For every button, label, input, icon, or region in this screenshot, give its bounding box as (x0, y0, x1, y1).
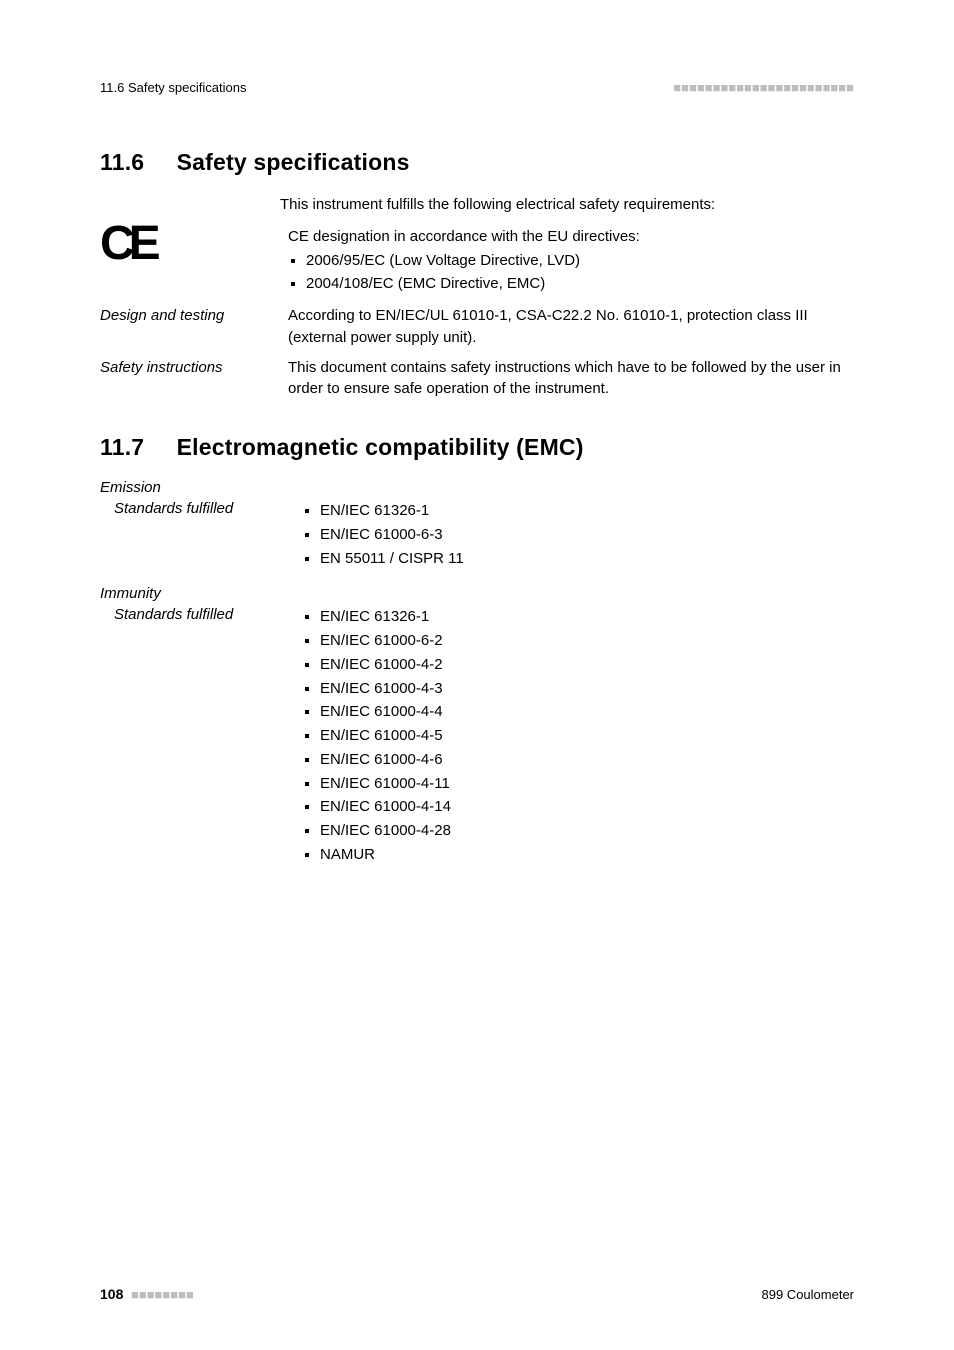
ce-row: CE CE designation in accordance with the… (100, 226, 854, 297)
section-11-6-heading-text: Safety specifications (177, 149, 410, 175)
immunity-heading: Immunity (100, 585, 854, 602)
immunity-sublabel: Standards fulfilled (100, 604, 302, 626)
list-item: EN/IEC 61000-4-11 (320, 773, 854, 795)
list-item: EN/IEC 61000-4-14 (320, 796, 854, 818)
immunity-list: EN/IEC 61326-1 EN/IEC 61000-6-2 EN/IEC 6… (320, 606, 854, 865)
list-item: EN/IEC 61326-1 (320, 500, 854, 522)
ce-text: CE designation in accordance with the EU… (288, 226, 854, 248)
list-item: EN/IEC 61000-4-6 (320, 749, 854, 771)
list-item: EN/IEC 61326-1 (320, 606, 854, 628)
list-item: EN/IEC 61000-4-28 (320, 820, 854, 842)
safety-instructions-row: Safety instructions This document contai… (100, 357, 854, 401)
section-11-7-title: 11.7 Electromagnetic compatibility (EMC) (100, 434, 854, 461)
list-item: 2004/108/EC (EMC Directive, EMC) (306, 273, 854, 295)
list-item: EN/IEC 61000-4-3 (320, 678, 854, 700)
design-testing-label: Design and testing (100, 305, 288, 327)
list-item: 2006/95/EC (Low Voltage Directive, LVD) (306, 250, 854, 272)
ce-text-cell: CE designation in accordance with the EU… (288, 226, 854, 297)
emission-heading: Emission (100, 479, 854, 496)
safety-instructions-label: Safety instructions (100, 357, 288, 379)
list-item: NAMUR (320, 844, 854, 866)
section-11-7-number: 11.7 (100, 434, 170, 461)
footer: 108 ■■■■■■■■ 899 Coulometer (100, 1286, 854, 1302)
list-item: EN/IEC 61000-4-2 (320, 654, 854, 676)
list-item: EN/IEC 61000-4-4 (320, 701, 854, 723)
ce-mark-icon: CE (100, 220, 280, 268)
list-item: EN 55011 / CISPR 11 (320, 548, 854, 570)
page: 11.6 Safety specifications ■■■■■■■■■■■■■… (0, 0, 954, 1350)
emission-sublabel: Standards fulfilled (100, 498, 302, 520)
list-item: EN/IEC 61000-6-2 (320, 630, 854, 652)
list-item: EN/IEC 61000-6-3 (320, 524, 854, 546)
emission-row: Standards fulfilled EN/IEC 61326-1 EN/IE… (100, 498, 854, 571)
header-dashes: ■■■■■■■■■■■■■■■■■■■■■■■ (673, 80, 854, 95)
design-testing-text: According to EN/IEC/UL 61010-1, CSA-C22.… (288, 305, 854, 349)
immunity-items: EN/IEC 61326-1 EN/IEC 61000-6-2 EN/IEC 6… (302, 604, 854, 867)
section-11-7-heading-text: Electromagnetic compatibility (EMC) (177, 434, 584, 460)
footer-right: 899 Coulometer (762, 1287, 855, 1302)
list-item: EN/IEC 61000-4-5 (320, 725, 854, 747)
header-left: 11.6 Safety specifications (100, 80, 246, 95)
ce-mark-cell: CE (100, 226, 288, 268)
section-11-6-intro: This instrument fulfills the following e… (280, 194, 854, 216)
footer-page-number: 108 (100, 1286, 123, 1302)
immunity-row: Standards fulfilled EN/IEC 61326-1 EN/IE… (100, 604, 854, 867)
design-testing-row: Design and testing According to EN/IEC/U… (100, 305, 854, 349)
emission-items: EN/IEC 61326-1 EN/IEC 61000-6-3 EN 55011… (302, 498, 854, 571)
emission-list: EN/IEC 61326-1 EN/IEC 61000-6-3 EN 55011… (320, 500, 854, 569)
footer-left: 108 ■■■■■■■■ (100, 1286, 194, 1302)
section-11-6-number: 11.6 (100, 149, 170, 176)
safety-instructions-text: This document contains safety instructio… (288, 357, 854, 401)
footer-dashes: ■■■■■■■■ (131, 1287, 194, 1302)
section-11-6-title: 11.6 Safety specifications (100, 149, 854, 176)
ce-bullets: 2006/95/EC (Low Voltage Directive, LVD) … (306, 250, 854, 296)
running-header: 11.6 Safety specifications ■■■■■■■■■■■■■… (100, 80, 854, 95)
